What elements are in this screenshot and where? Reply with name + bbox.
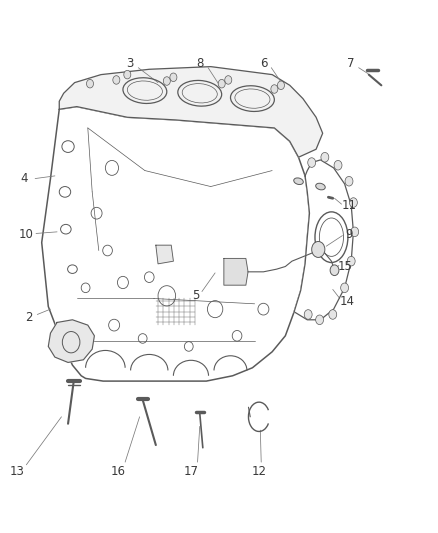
Circle shape (340, 283, 348, 293)
Circle shape (311, 241, 324, 257)
Text: 2: 2 (25, 311, 32, 324)
Circle shape (328, 310, 336, 319)
Text: 16: 16 (111, 465, 126, 478)
Text: 8: 8 (196, 58, 203, 70)
Circle shape (304, 310, 311, 319)
Text: 17: 17 (183, 465, 198, 478)
Text: 6: 6 (259, 58, 267, 70)
Circle shape (277, 81, 284, 90)
Polygon shape (48, 320, 94, 362)
Circle shape (329, 265, 338, 276)
Text: 11: 11 (341, 199, 356, 212)
Circle shape (124, 70, 131, 79)
Ellipse shape (315, 183, 325, 190)
Text: 10: 10 (19, 228, 34, 241)
Circle shape (346, 256, 354, 266)
Text: 14: 14 (339, 295, 353, 308)
Text: 4: 4 (20, 172, 28, 185)
Circle shape (333, 160, 341, 170)
Polygon shape (59, 67, 322, 157)
Polygon shape (155, 245, 173, 264)
Circle shape (224, 76, 231, 84)
Text: 13: 13 (10, 465, 25, 478)
Circle shape (218, 79, 225, 88)
Circle shape (315, 315, 323, 325)
Circle shape (350, 227, 358, 237)
Circle shape (113, 76, 120, 84)
Polygon shape (42, 107, 309, 381)
Circle shape (170, 73, 177, 82)
Ellipse shape (293, 178, 303, 184)
Text: 7: 7 (346, 58, 354, 70)
Text: 9: 9 (344, 228, 352, 241)
Polygon shape (293, 160, 353, 320)
Circle shape (270, 85, 277, 93)
Text: 15: 15 (336, 260, 351, 273)
Polygon shape (223, 259, 247, 285)
Circle shape (163, 77, 170, 85)
Circle shape (349, 198, 357, 207)
Circle shape (320, 152, 328, 162)
Circle shape (344, 176, 352, 186)
Circle shape (86, 79, 93, 88)
Text: 12: 12 (251, 465, 266, 478)
Circle shape (307, 158, 315, 167)
Text: 5: 5 (191, 289, 198, 302)
Text: 3: 3 (126, 58, 133, 70)
